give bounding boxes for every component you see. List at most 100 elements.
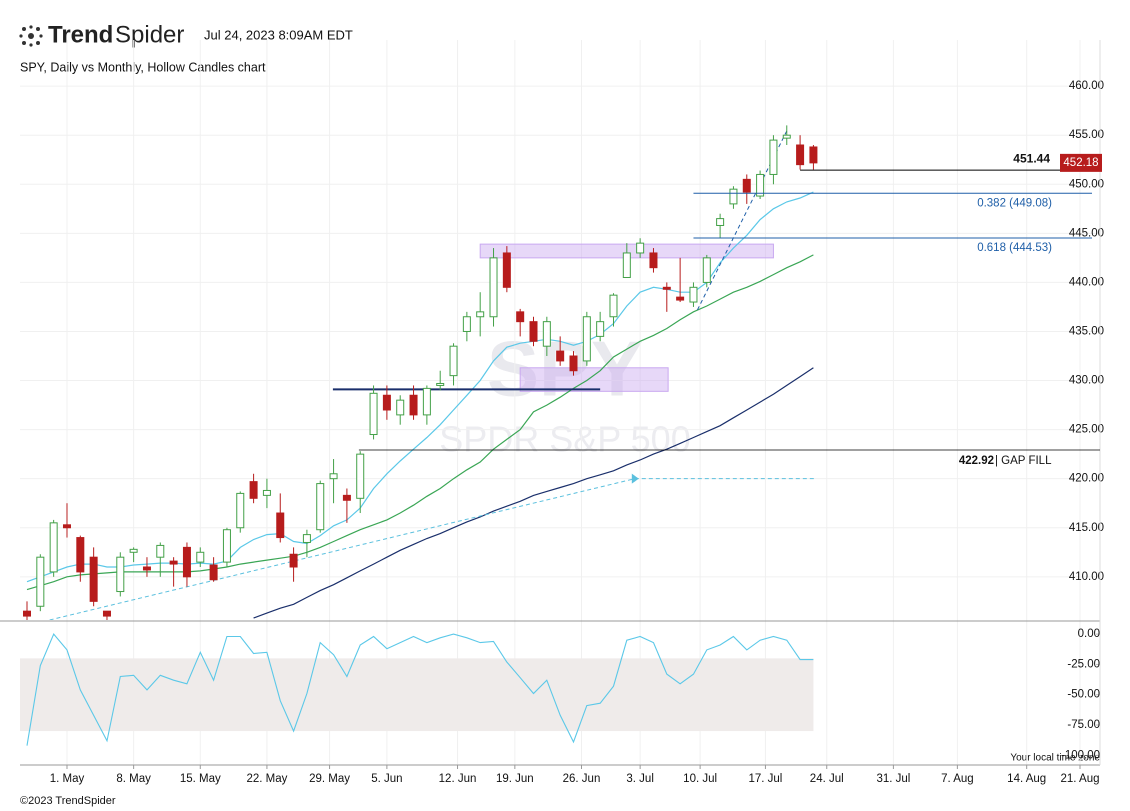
candle bbox=[769, 135, 778, 185]
candle-body bbox=[209, 564, 218, 581]
y-tick-label: 410.00 bbox=[1069, 571, 1104, 583]
candle bbox=[502, 246, 511, 293]
candle-body bbox=[782, 134, 791, 139]
candle-body bbox=[129, 548, 138, 553]
candle-body bbox=[422, 387, 431, 416]
candle-body bbox=[489, 257, 498, 318]
candle bbox=[742, 174, 751, 204]
candle bbox=[702, 254, 711, 288]
candle-body bbox=[689, 286, 698, 303]
y-tick-label: 445.00 bbox=[1069, 227, 1104, 239]
x-tick-label: 19. Jun bbox=[496, 773, 534, 785]
x-tick-label: 12. Jun bbox=[439, 773, 477, 785]
candle-body bbox=[622, 252, 631, 278]
x-tick-label: 17. Jul bbox=[748, 773, 782, 785]
candle bbox=[76, 535, 85, 582]
candle bbox=[182, 542, 191, 587]
candle bbox=[169, 557, 178, 587]
candle bbox=[209, 557, 218, 582]
y-tick-label: 430.00 bbox=[1069, 375, 1104, 387]
price-badge-label: 452.18 bbox=[1063, 157, 1098, 169]
candle bbox=[49, 519, 58, 577]
candle bbox=[342, 488, 351, 523]
candle bbox=[289, 547, 298, 582]
candle bbox=[582, 311, 591, 366]
price-badge bbox=[1060, 153, 1102, 172]
x-tick-label: 31. Jul bbox=[876, 773, 910, 785]
candle bbox=[716, 213, 725, 239]
x-tick-label: 26. Jun bbox=[563, 773, 601, 785]
candle-body bbox=[716, 218, 725, 226]
timestamp: Jul 24, 2023 8:09AM EDT bbox=[204, 27, 353, 42]
watermark-symbol: SPY bbox=[487, 325, 643, 413]
candle-body bbox=[662, 286, 671, 290]
candle bbox=[809, 145, 818, 170]
candle-body bbox=[529, 321, 538, 342]
candle-body bbox=[76, 537, 85, 573]
candle bbox=[449, 343, 458, 386]
candle bbox=[462, 311, 471, 342]
candle-body bbox=[516, 311, 525, 323]
candle bbox=[236, 491, 245, 533]
y-tick-label: 450.00 bbox=[1069, 178, 1104, 190]
candle-body bbox=[142, 566, 151, 571]
candle bbox=[756, 170, 765, 199]
candle-body bbox=[102, 610, 111, 617]
candle-body bbox=[796, 144, 805, 166]
candle-body bbox=[329, 473, 338, 480]
candle-body bbox=[742, 178, 751, 193]
moving-average bbox=[26, 191, 814, 583]
candle bbox=[476, 292, 485, 337]
candle bbox=[489, 248, 498, 327]
y-tick-label: 435.00 bbox=[1069, 326, 1104, 338]
candle bbox=[222, 527, 231, 568]
fib-label: 0.382 (449.08) bbox=[977, 197, 1052, 209]
candle bbox=[569, 351, 578, 376]
candle-body bbox=[156, 544, 165, 558]
candle-body bbox=[702, 257, 711, 283]
candle bbox=[196, 547, 205, 568]
candle bbox=[62, 503, 71, 538]
y-tick-label: 460.00 bbox=[1069, 80, 1104, 92]
candle bbox=[356, 451, 365, 514]
candle-body bbox=[182, 546, 191, 578]
logo-light: Spider bbox=[115, 21, 184, 48]
indicator-tick-label: -100.00 bbox=[1061, 749, 1100, 761]
candle-body bbox=[476, 311, 485, 318]
copyright: ©2023 TrendSpider bbox=[20, 795, 116, 807]
candle bbox=[556, 336, 565, 366]
candle-body bbox=[382, 394, 391, 411]
candle-body bbox=[436, 382, 445, 386]
x-tick-label: 8. May bbox=[116, 773, 151, 785]
moving-average bbox=[26, 254, 814, 591]
price-level-label: 451.44 bbox=[1013, 151, 1050, 165]
candle-body bbox=[356, 453, 365, 499]
candle-body bbox=[636, 242, 645, 254]
indicator-line bbox=[26, 633, 814, 746]
x-tick-label: 29. May bbox=[309, 773, 350, 785]
candle bbox=[622, 243, 631, 278]
candle bbox=[422, 385, 431, 425]
logo-bold: Trend bbox=[48, 21, 113, 48]
chart-title: SPY, Daily vs Monthly, Hollow Candles ch… bbox=[20, 60, 266, 74]
candle-body bbox=[302, 534, 311, 543]
zone bbox=[519, 367, 669, 392]
fib-label: 0.618 (444.53) bbox=[977, 242, 1052, 254]
indicator-tick-label: -25.00 bbox=[1067, 658, 1100, 670]
indicator-tick-label: 0.00 bbox=[1078, 628, 1100, 640]
candle-body bbox=[462, 316, 471, 332]
candle-body bbox=[222, 529, 231, 563]
candle bbox=[636, 238, 645, 258]
indicator-layer bbox=[20, 633, 814, 746]
x-tick-label: 1. May bbox=[50, 773, 85, 785]
candle bbox=[22, 601, 31, 620]
candle-body bbox=[596, 321, 605, 337]
gap-fill-value: 422.92 bbox=[959, 455, 994, 467]
candle-body bbox=[276, 512, 285, 539]
candle bbox=[382, 385, 391, 420]
candle bbox=[782, 125, 791, 146]
candle-body bbox=[369, 392, 378, 436]
candle-body bbox=[22, 610, 31, 617]
timezone-note: Your local time zone bbox=[1010, 753, 1100, 764]
